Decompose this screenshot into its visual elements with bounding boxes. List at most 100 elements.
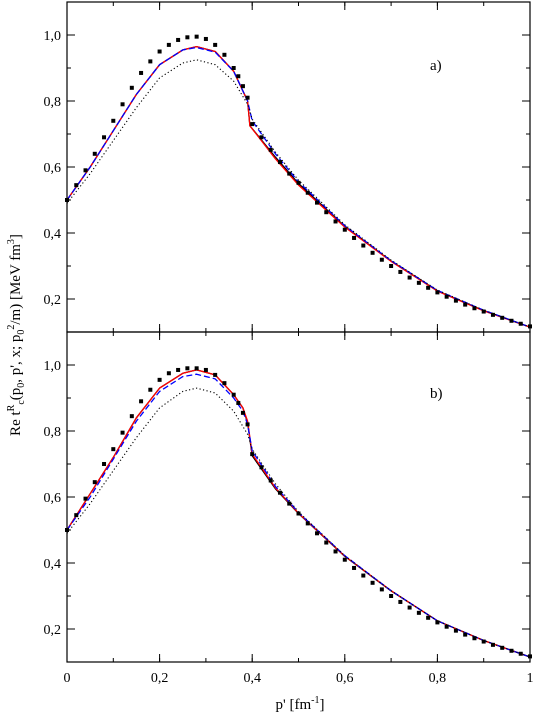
data-point bbox=[236, 74, 241, 79]
data-point bbox=[333, 549, 338, 554]
data-point bbox=[268, 147, 273, 152]
data-point bbox=[213, 372, 218, 377]
y-axis-label-part: /m) [MeV fm bbox=[8, 244, 24, 325]
x-axis-label-sup: -1 bbox=[311, 695, 319, 706]
data-point bbox=[157, 377, 162, 382]
data-point bbox=[250, 122, 255, 127]
x-axis-label: p' [fm-1] bbox=[276, 695, 325, 713]
data-point bbox=[500, 315, 505, 320]
data-point bbox=[213, 42, 218, 47]
data-point bbox=[416, 280, 421, 285]
y-axis-label-part: 0 bbox=[16, 330, 27, 335]
data-point bbox=[111, 447, 116, 452]
series-line bbox=[66, 387, 531, 658]
data-point bbox=[259, 135, 264, 140]
y-axis-label-part: 2 bbox=[6, 325, 17, 330]
data-point bbox=[500, 645, 505, 650]
data-point bbox=[528, 654, 532, 659]
data-point bbox=[102, 462, 107, 466]
data-point bbox=[444, 624, 449, 629]
data-point bbox=[296, 511, 301, 516]
data-point bbox=[324, 210, 329, 215]
data-point bbox=[435, 290, 440, 295]
data-point bbox=[287, 501, 292, 506]
data-point bbox=[203, 36, 208, 41]
data-point bbox=[185, 35, 190, 40]
x-tick-label: 0,2 bbox=[151, 671, 169, 686]
x-tick-label: 0,6 bbox=[336, 671, 354, 686]
data-point bbox=[129, 85, 134, 90]
data-point bbox=[342, 227, 347, 232]
data-point bbox=[268, 478, 273, 483]
data-point bbox=[148, 387, 153, 392]
data-point bbox=[166, 42, 171, 47]
data-point bbox=[296, 180, 301, 185]
data-point bbox=[222, 381, 227, 386]
x-tick-label: 0 bbox=[64, 671, 71, 686]
data-point bbox=[65, 528, 69, 532]
y-tick-label: 0,4 bbox=[44, 227, 62, 242]
data-point bbox=[222, 52, 227, 57]
data-point bbox=[139, 399, 144, 404]
data-point bbox=[194, 366, 199, 371]
series-dashed-3 bbox=[66, 46, 531, 328]
data-point bbox=[120, 102, 125, 107]
y-axis-label-part: c bbox=[16, 400, 27, 405]
data-point bbox=[250, 452, 255, 457]
series-dashed-3 bbox=[66, 373, 531, 658]
y-axis-label-part: 0 bbox=[16, 383, 27, 388]
data-point bbox=[361, 243, 366, 248]
data-point bbox=[139, 70, 144, 75]
data-point bbox=[435, 620, 440, 625]
data-point bbox=[463, 302, 468, 307]
data-point bbox=[389, 594, 394, 598]
data-point bbox=[352, 235, 357, 240]
series-dotted-4 bbox=[66, 387, 531, 658]
data-point bbox=[370, 580, 375, 585]
data-point bbox=[129, 414, 134, 419]
data-point bbox=[509, 648, 514, 653]
data-point bbox=[426, 285, 431, 290]
data-point bbox=[472, 636, 477, 641]
data-point bbox=[92, 480, 97, 485]
data-point bbox=[92, 151, 97, 156]
data-point bbox=[305, 190, 310, 195]
data-point bbox=[102, 135, 107, 140]
series-line bbox=[66, 59, 531, 328]
y-axis-label: Re tRc(p0, p', x; p02/m) [MeV fm3] bbox=[6, 234, 27, 436]
y-tick-label: 0,6 bbox=[44, 491, 62, 506]
x-tick-label: 1 bbox=[527, 671, 534, 686]
y-axis-label-part: Re t bbox=[8, 411, 24, 436]
series-line bbox=[66, 45, 531, 328]
data-point bbox=[444, 294, 449, 299]
x-axis-label-main: p' [fm bbox=[276, 697, 312, 713]
x-tick-label: 0,4 bbox=[243, 671, 261, 686]
data-point bbox=[481, 639, 486, 644]
data-point bbox=[426, 615, 431, 620]
data-point bbox=[453, 628, 458, 633]
data-point bbox=[74, 513, 79, 518]
data-point bbox=[490, 642, 495, 647]
data-point bbox=[407, 605, 412, 610]
data-point bbox=[490, 312, 495, 317]
data-point bbox=[176, 367, 181, 372]
data-point bbox=[83, 168, 88, 173]
data-point bbox=[74, 183, 79, 188]
data-point bbox=[398, 599, 403, 604]
panels: 0,20,40,60,81,0a)0,20,40,60,81,00 0,2 0,4 0… bbox=[44, 1, 534, 686]
data-point bbox=[305, 521, 310, 526]
data-point bbox=[194, 34, 199, 39]
data-point bbox=[407, 275, 412, 280]
plot-frame bbox=[66, 1, 531, 333]
series-squares-5 bbox=[65, 366, 532, 659]
data-point bbox=[463, 632, 468, 637]
panel-label: b) bbox=[430, 386, 443, 402]
y-tick-label: 0,4 bbox=[44, 557, 62, 572]
y-tick-label: 0,2 bbox=[44, 293, 62, 308]
data-point bbox=[379, 257, 384, 262]
y-tick-label: 1,0 bbox=[44, 29, 62, 44]
data-point bbox=[324, 540, 329, 545]
data-point bbox=[398, 269, 403, 274]
